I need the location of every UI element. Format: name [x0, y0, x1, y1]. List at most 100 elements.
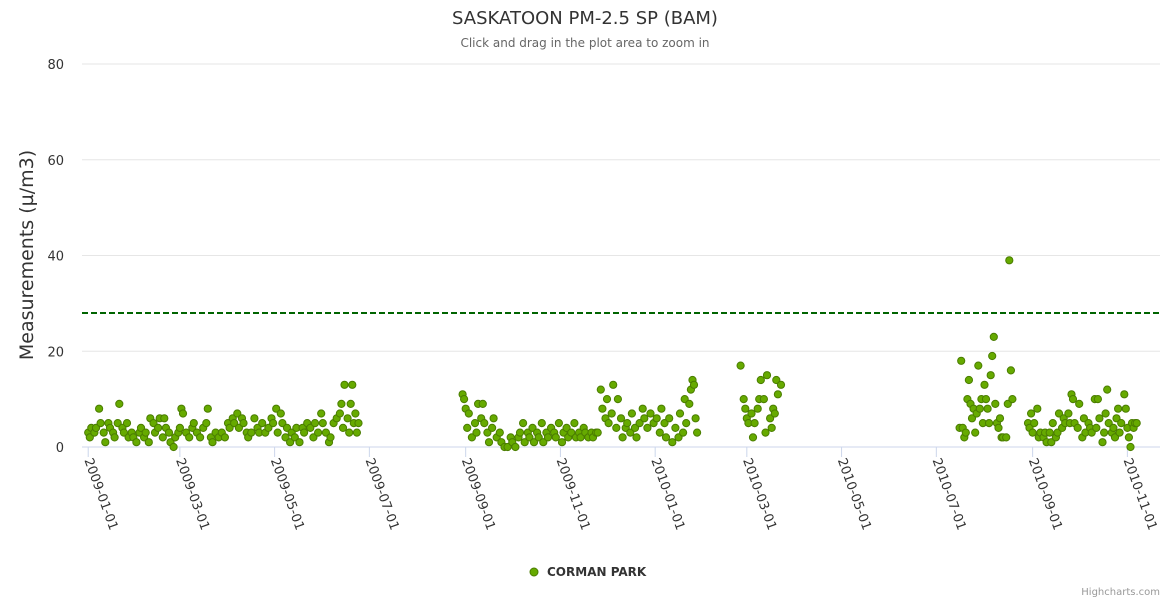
- data-point[interactable]: [132, 438, 141, 447]
- data-point[interactable]: [986, 371, 995, 380]
- data-point[interactable]: [576, 433, 585, 442]
- data-point[interactable]: [980, 380, 989, 389]
- data-point[interactable]: [638, 404, 647, 413]
- data-point[interactable]: [185, 433, 194, 442]
- data-point[interactable]: [767, 423, 776, 432]
- data-point[interactable]: [326, 433, 335, 442]
- data-point[interactable]: [354, 419, 363, 428]
- data-point[interactable]: [661, 433, 671, 442]
- data-point[interactable]: [736, 361, 745, 370]
- data-point[interactable]: [635, 419, 644, 428]
- data-point[interactable]: [741, 404, 750, 413]
- data-point[interactable]: [1064, 409, 1073, 418]
- data-point[interactable]: [113, 419, 122, 428]
- data-point[interactable]: [691, 414, 700, 423]
- data-point[interactable]: [472, 428, 481, 437]
- data-point[interactable]: [1126, 442, 1135, 452]
- data-point[interactable]: [345, 428, 354, 437]
- data-point[interactable]: [463, 423, 472, 432]
- data-point[interactable]: [753, 404, 762, 413]
- data-point[interactable]: [122, 419, 132, 428]
- data-point[interactable]: [338, 423, 348, 432]
- data-point[interactable]: [762, 371, 772, 380]
- data-point[interactable]: [478, 399, 487, 408]
- data-point[interactable]: [747, 409, 756, 418]
- data-point[interactable]: [144, 438, 153, 447]
- data-point[interactable]: [230, 419, 239, 428]
- data-point[interactable]: [515, 428, 525, 437]
- data-point[interactable]: [674, 433, 683, 442]
- data-point[interactable]: [489, 414, 498, 423]
- data-point[interactable]: [348, 380, 357, 389]
- data-point[interactable]: [1027, 409, 1036, 418]
- data-point[interactable]: [632, 433, 641, 442]
- data-point[interactable]: [1068, 395, 1078, 404]
- data-point[interactable]: [264, 423, 273, 432]
- data-point[interactable]: [693, 428, 702, 437]
- data-point[interactable]: [1092, 423, 1101, 432]
- data-point[interactable]: [770, 409, 779, 418]
- data-point[interactable]: [247, 428, 256, 437]
- data-point[interactable]: [626, 428, 635, 437]
- data-point[interactable]: [974, 361, 983, 370]
- data-point[interactable]: [1095, 414, 1104, 423]
- data-point[interactable]: [95, 404, 104, 413]
- data-point[interactable]: [460, 395, 469, 404]
- data-point[interactable]: [1121, 404, 1130, 413]
- data-point[interactable]: [994, 423, 1003, 432]
- data-point[interactable]: [234, 423, 243, 432]
- credits-link[interactable]: Highcharts.com: [1081, 587, 1160, 598]
- data-point[interactable]: [340, 380, 349, 389]
- data-point[interactable]: [1003, 399, 1012, 408]
- data-point[interactable]: [1120, 390, 1129, 399]
- data-point[interactable]: [503, 442, 512, 452]
- data-point[interactable]: [630, 423, 640, 432]
- data-point[interactable]: [154, 423, 163, 432]
- data-point[interactable]: [766, 414, 775, 423]
- data-point[interactable]: [761, 428, 770, 437]
- data-point[interactable]: [657, 404, 666, 413]
- data-point[interactable]: [623, 419, 632, 428]
- data-point[interactable]: [306, 423, 315, 432]
- data-point[interactable]: [593, 428, 602, 437]
- data-point[interactable]: [570, 419, 579, 428]
- data-point[interactable]: [225, 423, 234, 432]
- data-point[interactable]: [609, 380, 618, 389]
- data-point[interactable]: [612, 423, 621, 432]
- data-point[interactable]: [1075, 399, 1084, 408]
- data-point[interactable]: [189, 419, 198, 428]
- data-point[interactable]: [739, 395, 748, 404]
- data-point[interactable]: [115, 399, 124, 408]
- data-point[interactable]: [983, 404, 992, 413]
- data-point[interactable]: [567, 428, 576, 437]
- data-point[interactable]: [1028, 428, 1037, 437]
- data-point[interactable]: [679, 428, 688, 437]
- data-point[interactable]: [975, 404, 984, 413]
- data-point[interactable]: [675, 409, 685, 418]
- data-point[interactable]: [543, 433, 553, 442]
- data-point[interactable]: [1101, 409, 1110, 418]
- data-point[interactable]: [1073, 423, 1082, 432]
- data-point[interactable]: [1002, 433, 1011, 442]
- data-point[interactable]: [273, 428, 282, 437]
- data-point[interactable]: [488, 423, 497, 432]
- data-point[interactable]: [680, 395, 689, 404]
- data-point[interactable]: [557, 438, 567, 447]
- data-point[interactable]: [141, 428, 150, 437]
- data-point[interactable]: [981, 395, 991, 404]
- data-point[interactable]: [776, 380, 786, 389]
- data-point[interactable]: [233, 409, 242, 418]
- data-point[interactable]: [539, 438, 548, 447]
- data-point[interactable]: [773, 390, 783, 399]
- data-point[interactable]: [295, 438, 304, 447]
- data-point[interactable]: [196, 433, 205, 442]
- data-point[interactable]: [286, 438, 295, 447]
- data-point[interactable]: [272, 404, 281, 413]
- data-point[interactable]: [748, 433, 758, 442]
- data-point[interactable]: [1048, 419, 1057, 428]
- data-point[interactable]: [495, 428, 504, 437]
- data-point[interactable]: [278, 419, 287, 428]
- data-point[interactable]: [282, 423, 292, 432]
- data-point[interactable]: [1005, 256, 1014, 265]
- data-point[interactable]: [136, 423, 146, 432]
